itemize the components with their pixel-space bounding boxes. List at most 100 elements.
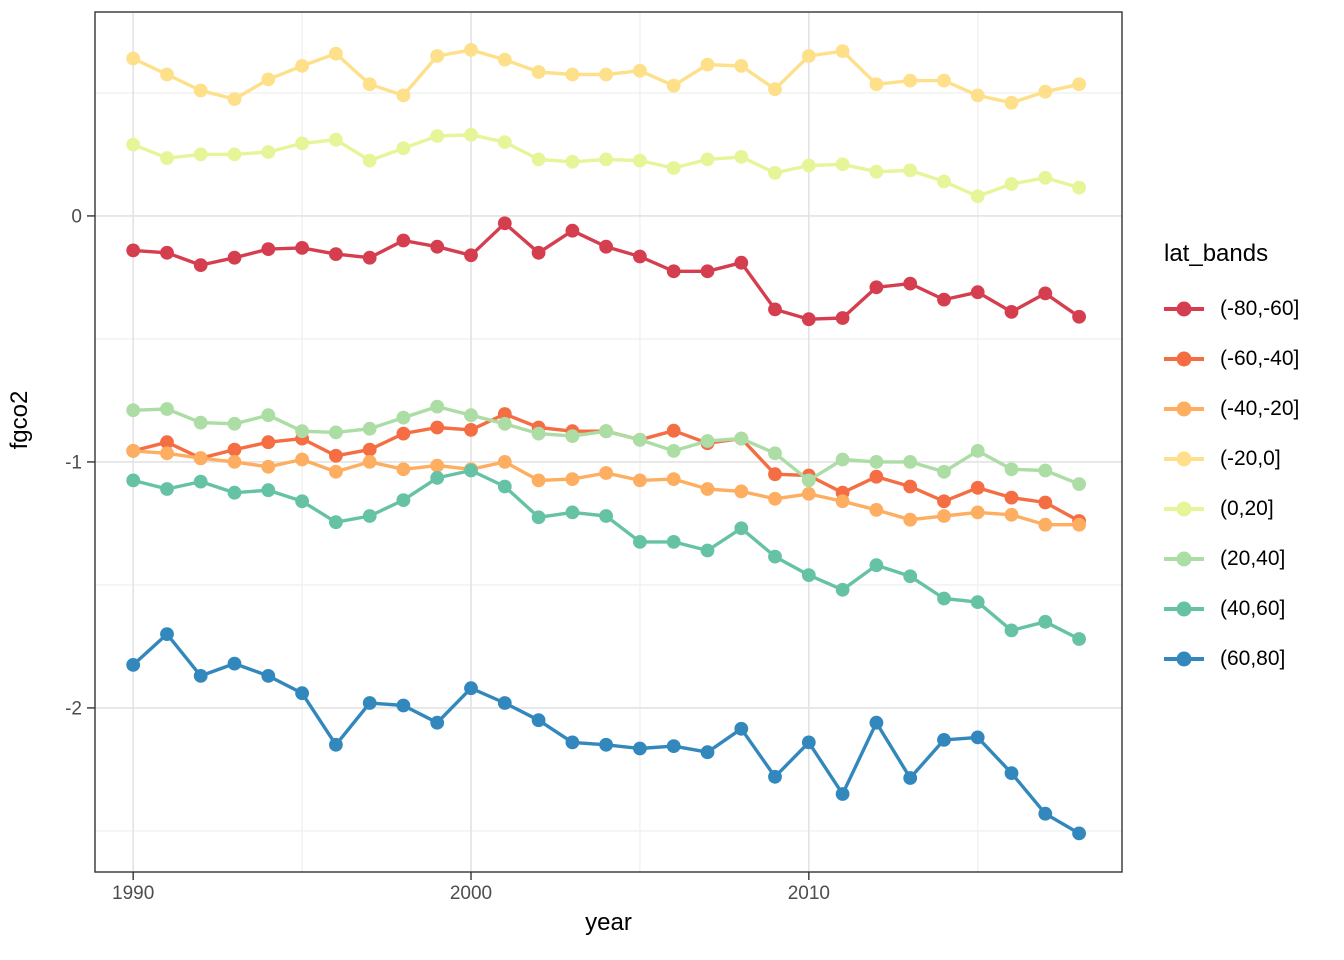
data-point [734,521,749,536]
data-point [261,435,276,450]
legend-key-icon [1164,401,1204,417]
legend-key-icon [1164,501,1204,517]
data-point [970,480,985,495]
data-point [937,494,951,509]
data-point [430,420,445,435]
data-point [801,487,816,501]
data-point [1072,77,1086,92]
data-point [160,402,174,416]
data-point [1072,826,1086,841]
data-point [835,311,850,325]
data-point [396,493,411,507]
series-5 [126,399,1086,491]
data-point [193,669,208,683]
data-point [430,49,445,63]
y-tick-label: -2 [65,698,82,719]
data-point [126,658,141,672]
data-point [970,444,985,458]
data-point [633,535,647,549]
data-point [295,59,309,73]
data-point [531,426,546,441]
data-point [599,737,613,752]
series-4 [126,127,1086,204]
data-point [1038,84,1053,99]
data-point [329,425,343,440]
data-point [430,471,445,485]
legend-label: (-20,0] [1220,447,1281,470]
data-point [869,164,884,179]
data-point [362,250,377,265]
data-point [937,73,951,88]
data-point [869,280,884,295]
data-point [329,448,343,463]
data-point [633,153,647,168]
data-point [801,158,816,173]
data-point [193,451,208,466]
data-point [227,92,242,106]
data-point [565,429,580,443]
data-point [599,239,613,254]
data-point [700,434,715,448]
data-point [362,442,377,457]
data-point [700,57,715,72]
data-point [565,67,580,82]
legend-title: lat_bands [1164,240,1269,267]
data-point [666,444,681,458]
data-point [497,135,512,150]
data-point [430,129,445,143]
data-point [565,154,580,169]
data-point [1004,623,1019,638]
data-point [295,424,309,439]
legend-item-6: (40,60] [1164,584,1299,634]
data-point [666,739,681,753]
data-point [565,735,580,750]
x-tick-label: 1990 [112,883,154,904]
data-point [666,472,681,486]
data-point [362,696,377,710]
series-0 [126,216,1086,327]
data-point [227,656,242,671]
data-point [227,485,242,500]
y-tick-label: 0 [71,206,82,227]
data-point [396,88,411,103]
data-point [193,258,208,272]
data-point [937,591,951,606]
data-point [261,459,276,474]
data-point [937,509,951,523]
data-point [497,416,512,431]
data-point [329,737,343,752]
data-point [700,482,715,496]
data-point [801,735,816,750]
data-point [801,312,816,327]
legend-label: (-40,-20] [1220,397,1300,420]
data-point [903,73,918,88]
data-point [768,769,782,784]
data-point [295,494,309,509]
data-point [768,549,782,564]
data-point [1072,517,1086,532]
legend-key-icon [1164,301,1204,317]
legend-item-0: (-80,-60] [1164,284,1299,334]
data-point [329,132,343,147]
data-point [497,407,512,421]
data-point [497,455,512,469]
data-point [768,491,782,506]
data-point [903,771,918,785]
legend-label: (-60,-40] [1220,347,1300,370]
data-point [362,421,377,436]
data-point [160,446,174,461]
data-point [937,174,951,189]
data-point [869,503,884,517]
data-point [1038,517,1053,532]
data-point [362,77,377,92]
data-point [497,479,512,494]
data-point [126,137,141,152]
legend-key-dot-icon [1176,451,1192,467]
data-point [835,44,850,58]
data-point [734,484,749,499]
data-point [599,152,613,167]
legend-key-icon [1164,451,1204,467]
series-2 [126,444,1086,532]
data-point [531,245,546,260]
data-point [295,241,309,255]
